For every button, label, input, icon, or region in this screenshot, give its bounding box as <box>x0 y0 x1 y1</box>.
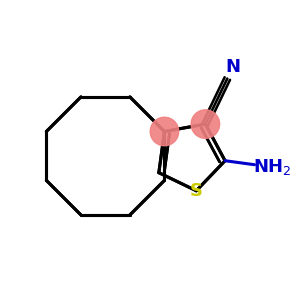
Circle shape <box>150 117 179 146</box>
Circle shape <box>191 110 220 138</box>
Text: S: S <box>190 182 203 200</box>
Text: NH$_2$: NH$_2$ <box>253 157 291 177</box>
Text: N: N <box>225 58 240 76</box>
